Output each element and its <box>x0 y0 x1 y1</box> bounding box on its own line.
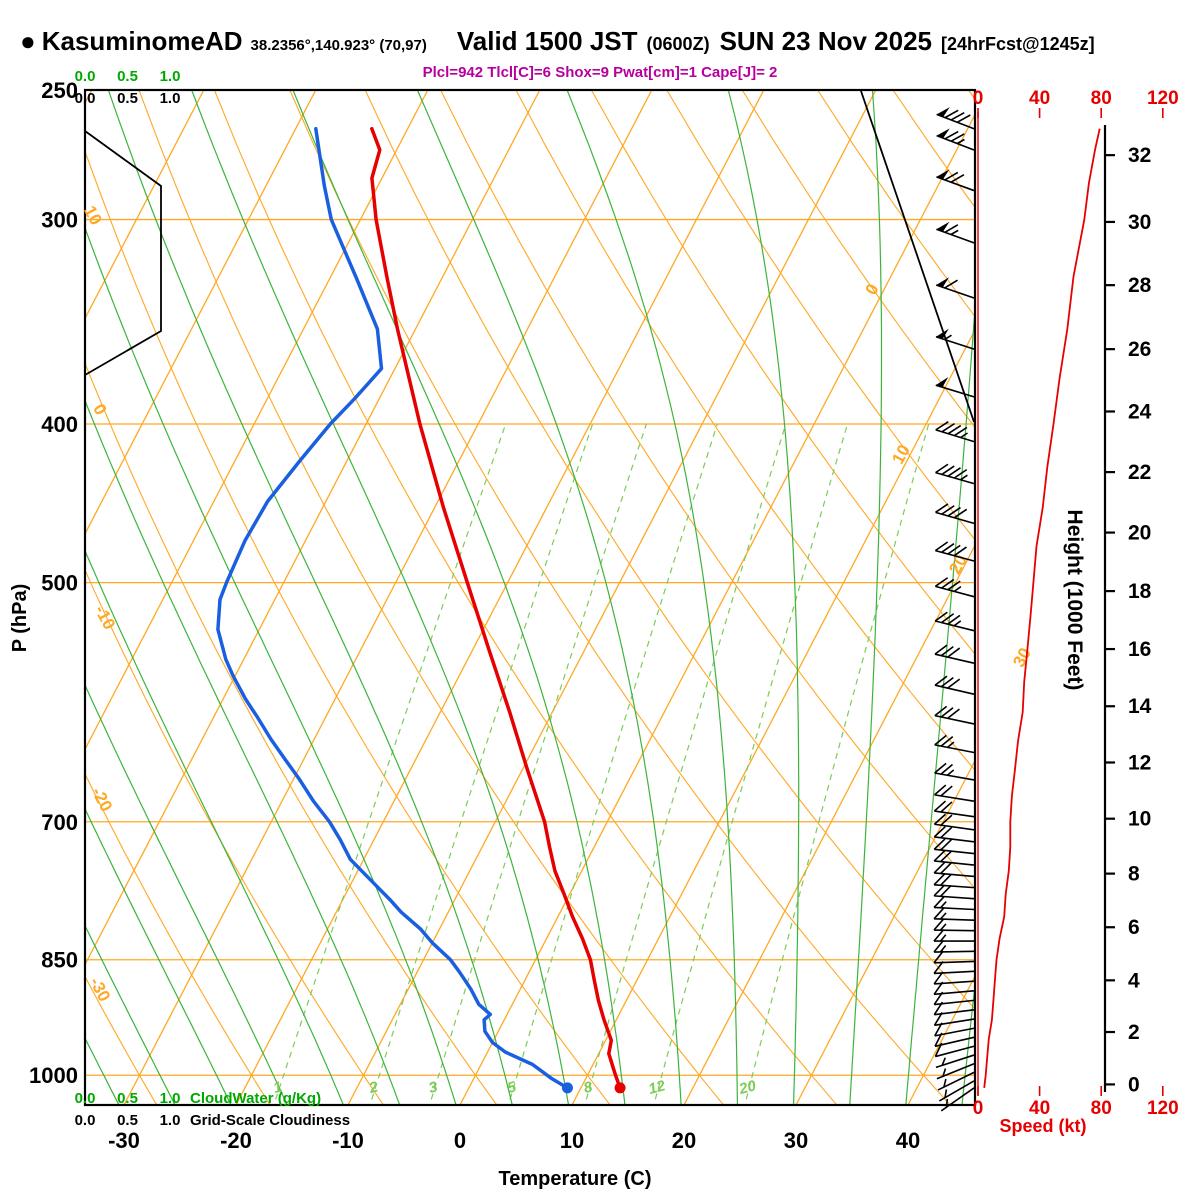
svg-text:Height (1000 Feet): Height (1000 Feet) <box>1063 510 1086 691</box>
svg-text:0.0: 0.0 <box>75 1112 96 1129</box>
svg-text:10: 10 <box>888 442 914 468</box>
svg-text:0: 0 <box>89 401 110 418</box>
svg-text:20: 20 <box>672 1128 696 1153</box>
svg-text:0.5: 0.5 <box>117 1112 138 1129</box>
svg-text:10: 10 <box>80 203 106 229</box>
svg-text:Speed (kt): Speed (kt) <box>999 1116 1086 1136</box>
svg-text:120: 120 <box>1147 1098 1179 1119</box>
valid-time-z: (0600Z) <box>646 34 710 54</box>
svg-text:16: 16 <box>1128 638 1151 661</box>
station-coords: 38.2356°,140.923° (70,97) <box>250 37 427 54</box>
svg-text:0.5: 0.5 <box>117 1090 138 1107</box>
dewpoint-trace <box>216 126 570 1090</box>
svg-text:0.5: 0.5 <box>117 90 138 107</box>
svg-text:CloudWater (g/Kg): CloudWater (g/Kg) <box>190 1090 321 1107</box>
svg-text:0: 0 <box>862 281 883 298</box>
svg-text:12: 12 <box>1128 751 1151 774</box>
svg-text:-30: -30 <box>108 1128 140 1153</box>
svg-text:700: 700 <box>41 810 78 835</box>
station-bullet: ● <box>20 26 36 56</box>
valid-time: Valid 1500 JST <box>456 26 638 56</box>
temperature-axis: -30 -20 -10 0 10 20 30 40 Temperature (C) <box>108 1128 920 1190</box>
svg-text:2: 2 <box>1128 1021 1140 1044</box>
svg-text:-10: -10 <box>91 602 119 633</box>
svg-text:0: 0 <box>973 1098 984 1119</box>
svg-text:32: 32 <box>1128 144 1151 167</box>
svg-text:1000: 1000 <box>29 1063 78 1088</box>
forecast-tag: [24hrFcst@1245z] <box>941 34 1095 54</box>
svg-text:8: 8 <box>582 1078 595 1097</box>
svg-text:0: 0 <box>454 1128 466 1153</box>
svg-text:28: 28 <box>1128 274 1152 297</box>
surface-dewpoint-dot <box>561 1082 573 1094</box>
cloudwater-scale: 0.0 0.0 0.5 0.5 1.0 1.0 0.0 0.0 0.5 0.5 1.0 1.0 Clou… <box>75 68 350 1129</box>
wind-barbs <box>933 107 975 1112</box>
svg-text:1.0: 1.0 <box>160 68 181 85</box>
svg-text:20: 20 <box>736 1077 758 1098</box>
svg-text:30: 30 <box>1009 645 1035 671</box>
svg-text:Temperature (C): Temperature (C) <box>499 1168 652 1190</box>
sounding-traces <box>216 126 626 1094</box>
svg-text:14: 14 <box>1128 695 1152 718</box>
pressure-axis: 250 300 400 500 700 850 1000 P (hPa) <box>9 78 78 1088</box>
svg-text:1.0: 1.0 <box>160 1090 181 1107</box>
svg-text:Grid-Scale Cloudiness: Grid-Scale Cloudiness <box>190 1112 350 1129</box>
svg-text:0.0: 0.0 <box>75 68 96 85</box>
svg-text:300: 300 <box>41 208 78 233</box>
svg-text:500: 500 <box>41 571 78 596</box>
svg-text:40: 40 <box>1029 88 1050 109</box>
svg-text:30: 30 <box>784 1128 808 1153</box>
svg-text:0.5: 0.5 <box>117 68 138 85</box>
svg-text:-10: -10 <box>332 1128 364 1153</box>
svg-text:18: 18 <box>1128 580 1152 603</box>
svg-text:6: 6 <box>1128 916 1140 939</box>
svg-text:120: 120 <box>1147 88 1179 109</box>
station-name: KasuminomeAD <box>41 26 243 56</box>
svg-text:400: 400 <box>41 412 78 437</box>
surface-temp-dot <box>614 1082 626 1094</box>
chart-title: ● KasuminomeAD 38.2356°,140.923° (70,97)… <box>20 26 1095 57</box>
svg-text:1.0: 1.0 <box>160 90 181 107</box>
svg-text:30: 30 <box>1128 211 1151 234</box>
svg-text:40: 40 <box>896 1128 920 1153</box>
svg-text:-30: -30 <box>86 974 114 1005</box>
svg-text:10: 10 <box>1128 808 1151 831</box>
svg-text:10: 10 <box>560 1128 584 1153</box>
svg-text:250: 250 <box>41 78 78 103</box>
stability-params: Plcl=942 Tlcl[C]=6 Shox=9 Pwat[cm]=1 Cap… <box>422 64 778 81</box>
plot-frame <box>83 88 977 1107</box>
valid-date: SUN 23 Nov 2025 <box>719 26 933 56</box>
svg-text:26: 26 <box>1128 338 1151 361</box>
chart-grid <box>85 90 975 1105</box>
svg-text:3: 3 <box>427 1078 440 1097</box>
svg-text:4: 4 <box>1128 969 1140 992</box>
svg-text:2: 2 <box>366 1078 380 1097</box>
svg-text:0.0: 0.0 <box>75 1090 96 1107</box>
mixing-ratio-labels: 1 2 3 5 8 12 20 <box>271 1077 758 1098</box>
svg-text:-20: -20 <box>220 1128 252 1153</box>
speed-profile-line <box>983 128 1101 1089</box>
svg-text:80: 80 <box>1091 1098 1112 1119</box>
svg-text:850: 850 <box>41 948 78 973</box>
svg-text:8: 8 <box>1128 863 1140 886</box>
svg-text:1.0: 1.0 <box>160 1112 181 1129</box>
svg-text:40: 40 <box>1029 1098 1050 1119</box>
svg-text:0: 0 <box>973 88 984 109</box>
svg-text:12: 12 <box>647 1077 668 1098</box>
svg-text:22: 22 <box>1128 461 1151 484</box>
svg-text:20: 20 <box>1128 522 1151 545</box>
svg-text:24: 24 <box>1128 400 1152 423</box>
svg-text:0: 0 <box>1128 1073 1140 1096</box>
svg-text:P (hPa): P (hPa) <box>9 584 31 653</box>
temperature-trace <box>370 126 622 1090</box>
svg-text:0.0: 0.0 <box>75 90 96 107</box>
svg-text:5: 5 <box>506 1078 519 1097</box>
svg-text:20: 20 <box>945 552 971 578</box>
svg-text:80: 80 <box>1091 88 1112 109</box>
